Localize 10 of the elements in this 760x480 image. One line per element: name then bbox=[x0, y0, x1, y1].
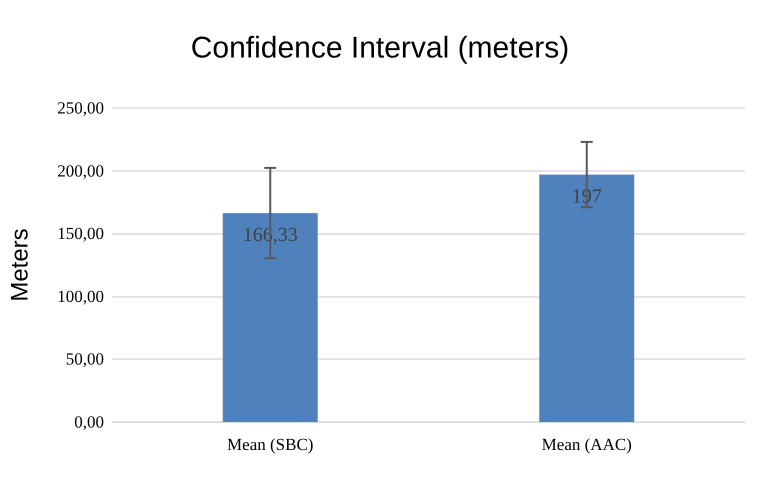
y-axis-title: Meters bbox=[6, 228, 34, 302]
chart-title: Confidence Interval (meters) bbox=[190, 32, 570, 64]
y-tick-label: 200,00 bbox=[57, 161, 104, 180]
y-tick-label: 100,00 bbox=[57, 286, 104, 306]
y-tick-label: 0,00 bbox=[74, 412, 104, 432]
x-tick-label: Mean (AAC) bbox=[542, 435, 632, 454]
y-tick-label: 150,00 bbox=[57, 224, 104, 244]
y-tick-label: 50,00 bbox=[66, 350, 104, 369]
x-tick-label: Mean (SBC) bbox=[227, 435, 314, 454]
y-tick-label: 250,00 bbox=[57, 98, 104, 118]
